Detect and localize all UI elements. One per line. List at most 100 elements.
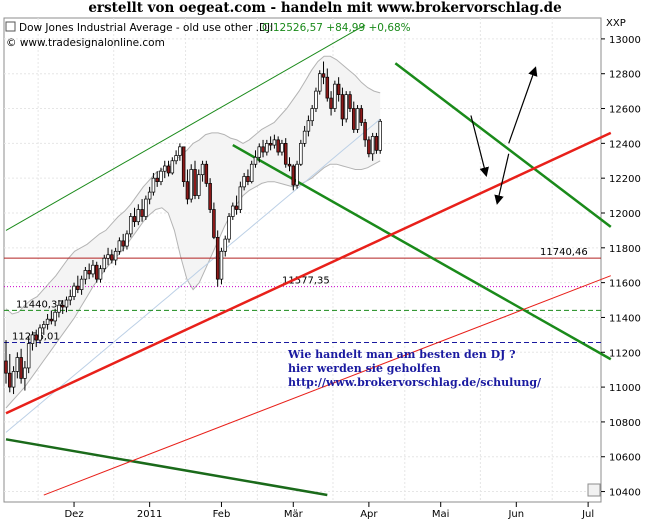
down-arrow-2 xyxy=(494,153,510,205)
candle-body xyxy=(208,183,212,210)
down-arrow xyxy=(470,115,489,178)
trendline-lower-green xyxy=(5,438,328,497)
candle-body xyxy=(125,233,129,247)
candle-body xyxy=(163,165,167,172)
candle-body xyxy=(60,304,65,308)
candle-body xyxy=(174,155,178,162)
x-tick-label: Jun xyxy=(507,509,524,520)
candle-body xyxy=(8,372,12,388)
candle-body xyxy=(166,165,171,174)
axis-code: XXP xyxy=(606,18,626,29)
candle-body xyxy=(19,357,23,379)
trendline-main-uptrend xyxy=(5,131,612,415)
candle-body xyxy=(106,254,110,259)
candle-body xyxy=(30,334,35,344)
moving-average-line xyxy=(5,118,381,433)
trendlines xyxy=(5,24,612,497)
y-tick-label: 11200 xyxy=(609,348,641,359)
candle-body xyxy=(238,186,243,210)
level-label: 11577,35 xyxy=(282,276,330,287)
candle-body xyxy=(306,120,311,132)
candles xyxy=(4,61,382,395)
candle-body xyxy=(352,108,356,130)
candle-body xyxy=(98,268,103,280)
candle-body xyxy=(355,108,360,130)
candle-body xyxy=(242,176,246,188)
candle-body xyxy=(367,139,371,155)
candle-body xyxy=(23,367,27,379)
candle-body xyxy=(136,209,141,223)
level-label: 11740,46 xyxy=(540,247,588,258)
candle-body xyxy=(299,143,303,165)
candle-body xyxy=(15,357,20,372)
y-tick-label: 11000 xyxy=(609,383,641,394)
candle-body xyxy=(193,169,197,196)
y-tick-label: 12400 xyxy=(609,139,641,150)
resize-handle[interactable] xyxy=(587,483,601,497)
candle-body xyxy=(34,334,38,341)
up-arrow xyxy=(508,66,538,144)
y-tick-label: 10400 xyxy=(609,488,641,499)
instrument-name: Dow Jones Industrial Average - old use o… xyxy=(19,22,273,34)
candle-body xyxy=(321,73,326,78)
x-tick-label: Jul xyxy=(581,509,594,520)
candle-body xyxy=(333,83,337,109)
candle-body xyxy=(261,146,265,153)
annotation-line-1: Wie handelt man am besten den DJ ? xyxy=(287,348,516,361)
candle-body xyxy=(117,240,122,252)
page-title: erstellt von oegeat.com - handeln mit ww… xyxy=(88,0,562,16)
candle-body xyxy=(287,163,292,167)
candle-body xyxy=(329,97,333,109)
candle-body xyxy=(155,177,159,183)
candle-body xyxy=(83,270,88,280)
candle-body xyxy=(340,94,345,120)
y-tick-label: 11600 xyxy=(609,279,641,290)
candle-body xyxy=(325,76,330,99)
candle-body xyxy=(189,169,193,200)
candle-body xyxy=(265,143,269,153)
candle-body xyxy=(257,146,262,158)
candle-body xyxy=(215,237,220,280)
x-tick-label: Mai xyxy=(432,509,450,520)
y-tick-label: 13000 xyxy=(609,35,641,46)
arrows xyxy=(470,66,538,205)
candle-body xyxy=(49,318,54,322)
candle-body xyxy=(359,108,364,123)
candle-body xyxy=(246,176,250,183)
candle-body xyxy=(79,278,84,290)
candle-body xyxy=(272,139,277,146)
candle-body xyxy=(185,181,190,200)
chart-type-icon[interactable] xyxy=(5,21,16,32)
x-tick-label: 2011 xyxy=(137,509,162,520)
x-tick-label: Apr xyxy=(360,509,378,520)
y-tick-label: 12000 xyxy=(609,209,641,220)
candle-body xyxy=(11,371,16,388)
candle-body xyxy=(253,156,258,165)
y-tick-label: 10800 xyxy=(609,418,641,429)
candle-body xyxy=(170,160,175,174)
candle-body xyxy=(197,174,201,196)
candle-body xyxy=(268,143,273,146)
quote-text: C:12526,57 +84,99 +0,68% xyxy=(262,22,411,34)
candle-body xyxy=(121,240,125,247)
candle-body xyxy=(181,146,186,183)
y-tick-label: 11800 xyxy=(609,244,641,255)
candle-body xyxy=(53,311,57,322)
candle-body xyxy=(310,108,314,122)
candle-body xyxy=(280,143,284,153)
y-axis: 10400 10600 10800 11000 11200 11400 11600 11800… xyxy=(601,35,641,499)
candle-body xyxy=(276,139,280,153)
candle-body xyxy=(76,285,80,290)
candle-body xyxy=(26,343,31,369)
candle-body xyxy=(314,90,318,109)
candle-body xyxy=(68,296,73,301)
candle-body xyxy=(212,209,216,238)
source-text: © www.tradesignalonline.com xyxy=(6,37,165,49)
candle-body xyxy=(302,130,307,144)
candle-body xyxy=(42,324,46,329)
y-tick-label: 12200 xyxy=(609,174,641,185)
candle-body xyxy=(113,250,118,261)
annotation-line-3: http://www.brokervorschlag.de/schulung/ xyxy=(288,376,542,389)
candle-body xyxy=(231,205,235,217)
candle-body xyxy=(57,304,61,313)
